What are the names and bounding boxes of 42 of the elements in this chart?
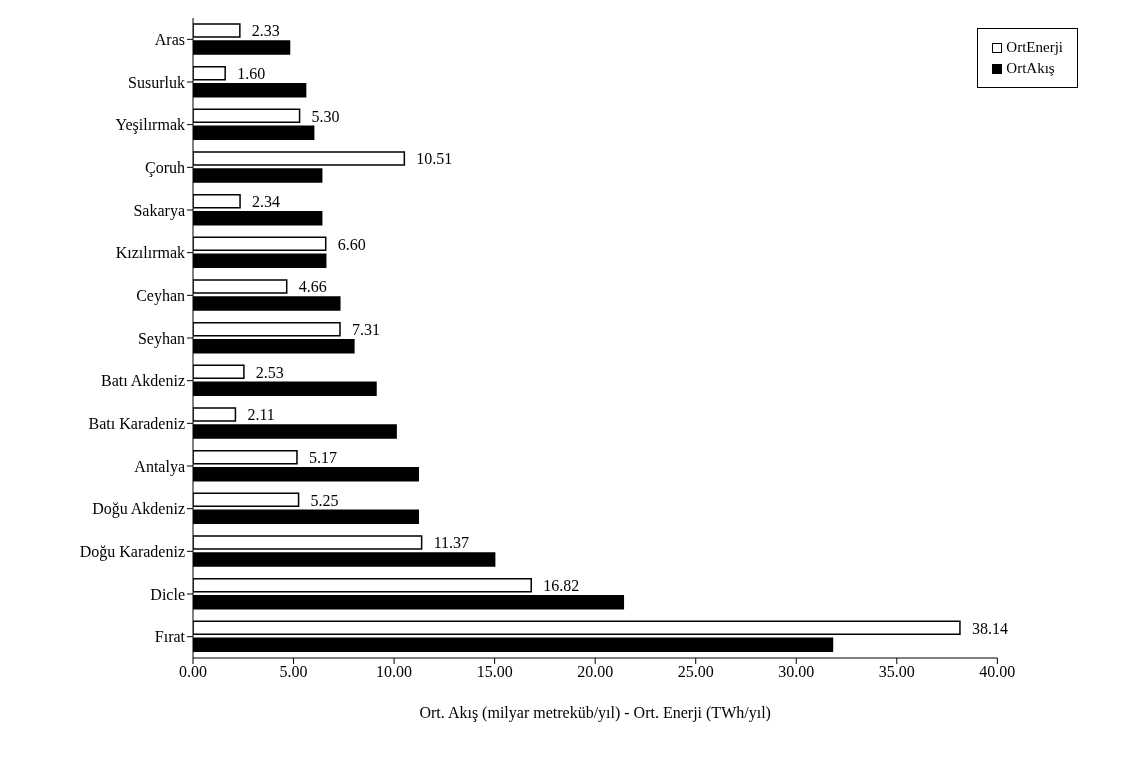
y-tick-label: Antalya (134, 457, 185, 476)
data-label: 4.66 (298, 278, 327, 296)
y-tick-label: Ceyhan (136, 287, 185, 306)
y-tick-label: Susurluk (128, 73, 185, 91)
x-tick-label: 40.00 (979, 663, 1016, 681)
data-label: 2.33 (251, 22, 280, 40)
x-tick-label: 15.00 (476, 663, 513, 681)
legend-label: OrtAkış (1006, 60, 1055, 77)
y-tick-label: Doğu Karadeniz (79, 543, 185, 562)
x-tick-label: 25.00 (677, 663, 714, 681)
x-tick-label: 10.00 (376, 663, 413, 681)
x-tick-label: 5.00 (279, 663, 308, 681)
y-tick-label: Yeşilırmak (115, 116, 185, 135)
data-label: 38.14 (971, 619, 1008, 637)
data-label: 2.34 (252, 192, 281, 210)
x-tick-label: 35.00 (878, 663, 915, 681)
data-label: 16.82 (543, 576, 580, 594)
y-tick-label: Batı Akdeniz (101, 372, 185, 390)
x-axis-title: Ort. Akış (milyar metreküb/yıl) - Ort. Enerji (TWh/yıl) (419, 704, 771, 722)
data-label: 2.53 (255, 363, 284, 381)
data-label: 1.60 (237, 64, 266, 82)
y-tick-label: Fırat (154, 628, 186, 646)
data-label: 5.17 (308, 448, 337, 466)
y-tick-label: Doğu Akdeniz (92, 500, 185, 519)
data-label: 2.11 (247, 406, 275, 424)
y-tick-label: Sakarya (133, 201, 185, 220)
y-tick-label: Batı Karadeniz (88, 415, 185, 433)
data-label: 5.25 (310, 491, 339, 509)
y-tick-label: Çoruh (145, 159, 185, 178)
x-tick-label: 30.00 (778, 663, 815, 681)
data-label: 6.60 (337, 235, 366, 253)
y-tick-label: Seyhan (137, 329, 185, 348)
data-label: 7.31 (351, 320, 380, 338)
x-tick-label: 20.00 (577, 663, 614, 681)
data-label: 11.37 (433, 534, 470, 552)
x-tick-label: 0.00 (179, 663, 207, 681)
y-tick-label: Aras (154, 31, 185, 49)
legend-label: OrtEnerji (1006, 39, 1063, 56)
data-label: 5.30 (311, 107, 340, 125)
data-label: 10.51 (416, 150, 453, 168)
y-tick-label: Dicle (150, 585, 185, 603)
y-tick-label: Kızılırmak (115, 244, 185, 262)
